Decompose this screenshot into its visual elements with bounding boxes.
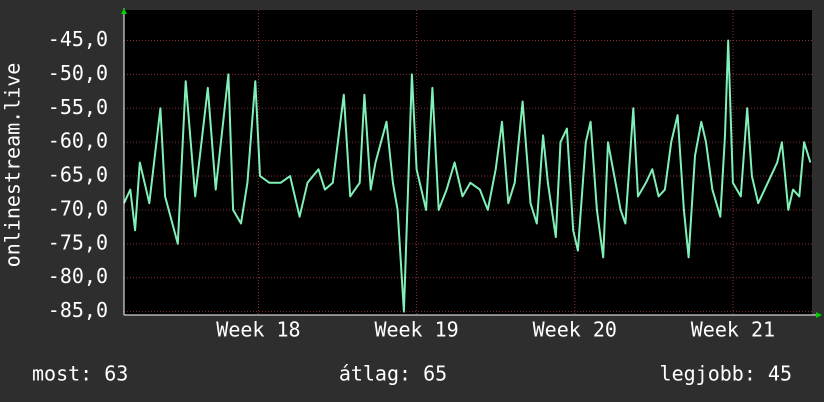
y-tick-label: -65,0 — [48, 163, 108, 187]
y-tick-label: -45,0 — [48, 27, 108, 51]
footer-stat: most: 63 — [32, 362, 128, 386]
marks — [123, 39, 812, 313]
x-tick-label: Week 19 — [374, 318, 458, 342]
axis-arrow — [121, 8, 127, 14]
y-tick-label: -60,0 — [48, 129, 108, 153]
y-tick-label: -80,0 — [48, 264, 108, 288]
y-tick-label: -50,0 — [48, 61, 108, 85]
footer-stat: átlag: 65 — [339, 362, 447, 386]
footer-stat: legjobb: 45 — [660, 362, 792, 386]
y-tick-label: -70,0 — [48, 196, 108, 220]
x-tick-label: Week 21 — [691, 318, 775, 342]
x-tick-label: Week 18 — [216, 318, 300, 342]
y-tick-label: -85,0 — [48, 298, 108, 322]
y-axis-label: onlinestream.live — [1, 63, 25, 268]
x-tick-label: Week 20 — [533, 318, 617, 342]
line — [123, 39, 812, 313]
y-tick-label: -55,0 — [48, 95, 108, 119]
y-tick-label: -75,0 — [48, 230, 108, 254]
axis-arrow — [816, 312, 822, 318]
plot-area — [124, 10, 812, 315]
